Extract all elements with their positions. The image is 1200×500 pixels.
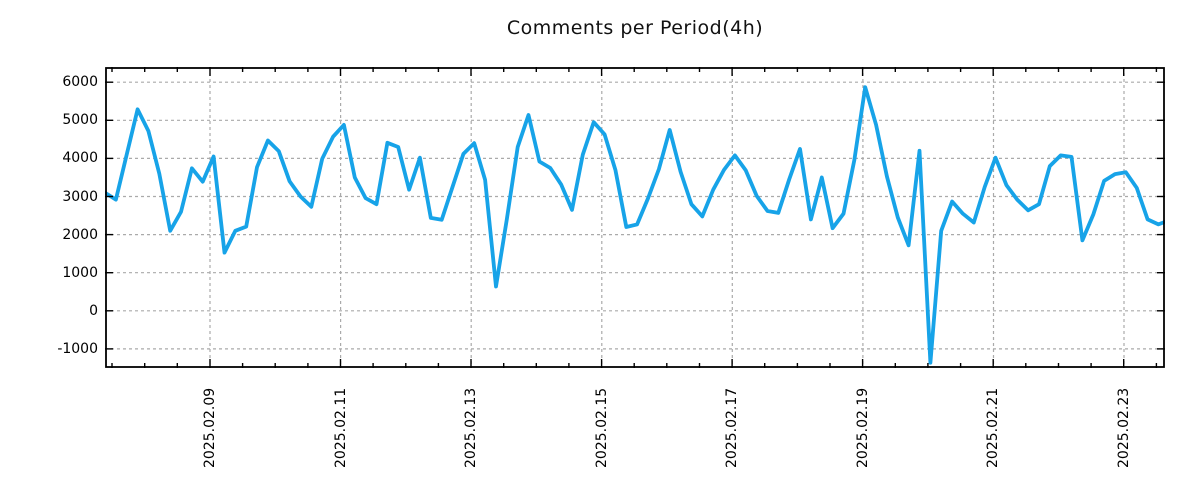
y-axis-tick-label: 5000 (62, 112, 98, 129)
chart-title: Comments per Period(4h) (506, 17, 764, 39)
plot-area (105, 67, 1165, 368)
x-axis-tick-label: 2025.02.19 (854, 387, 871, 468)
x-axis-tick-label: 2025.02.23 (1116, 387, 1133, 468)
x-axis-tick-label: 2025.02.11 (332, 387, 349, 468)
x-axis-tick-label: 2025.02.17 (724, 387, 741, 468)
y-axis-tick-label: 2000 (62, 226, 98, 243)
x-axis-tick-label: 2025.02.13 (463, 387, 480, 468)
y-axis-tick-label: 0 (89, 302, 98, 319)
x-axis-tick-label: 2025.02.21 (985, 387, 1002, 468)
y-axis-tick-label: 4000 (62, 150, 98, 167)
y-axis-tick-label: 6000 (62, 74, 98, 91)
y-axis-tick-label: 1000 (62, 264, 98, 281)
x-axis-tick-label: 2025.02.15 (593, 387, 610, 468)
x-axis-tick-label: 2025.02.09 (202, 387, 219, 468)
y-axis-tick-label: -1000 (57, 340, 98, 357)
y-axis-tick-label: 3000 (62, 188, 98, 205)
